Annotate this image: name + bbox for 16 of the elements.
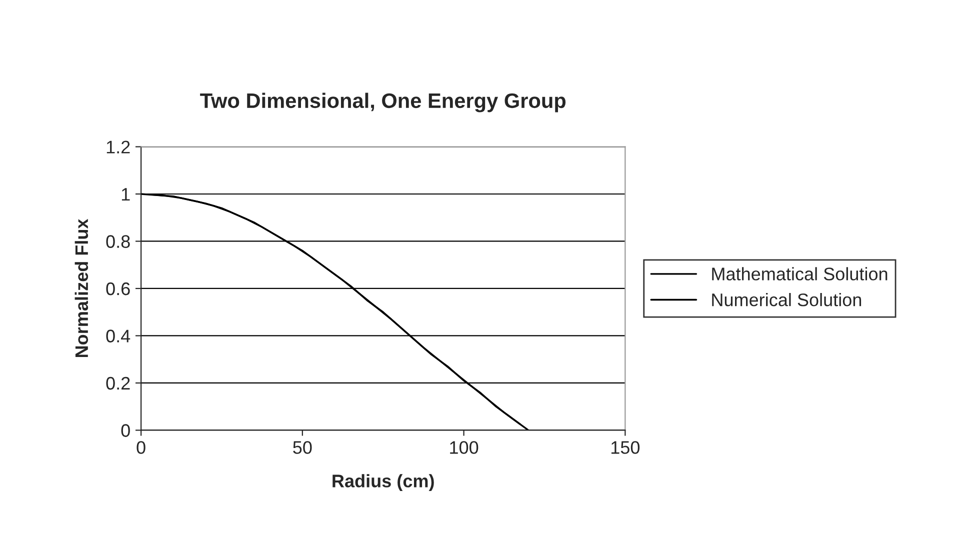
y-tick-label: 0.4 [106, 330, 130, 342]
x-tick-label: 150 [611, 441, 640, 454]
legend-label: Numerical Solution [712, 293, 862, 306]
y-tick-label: 1.2 [106, 140, 130, 154]
x-tick-label: 50 [293, 441, 312, 454]
legend-label: Mathematical Solution [712, 267, 888, 280]
x-tick-label: 0 [136, 441, 146, 454]
y-tick-label: 0.6 [106, 282, 130, 296]
chart-title: Two Dimensional, One Energy Group [200, 92, 566, 112]
x-tick-label: 100 [450, 441, 478, 454]
y-tick-label: 0.2 [106, 376, 130, 390]
y-tick-label: 1 [122, 188, 130, 201]
y-tick-label: 0.8 [106, 235, 130, 248]
y-tick-label: 0 [121, 424, 130, 437]
x-axis-title: Radius (cm) [332, 474, 434, 491]
y-axis-title: Normalized Flux [74, 218, 88, 358]
